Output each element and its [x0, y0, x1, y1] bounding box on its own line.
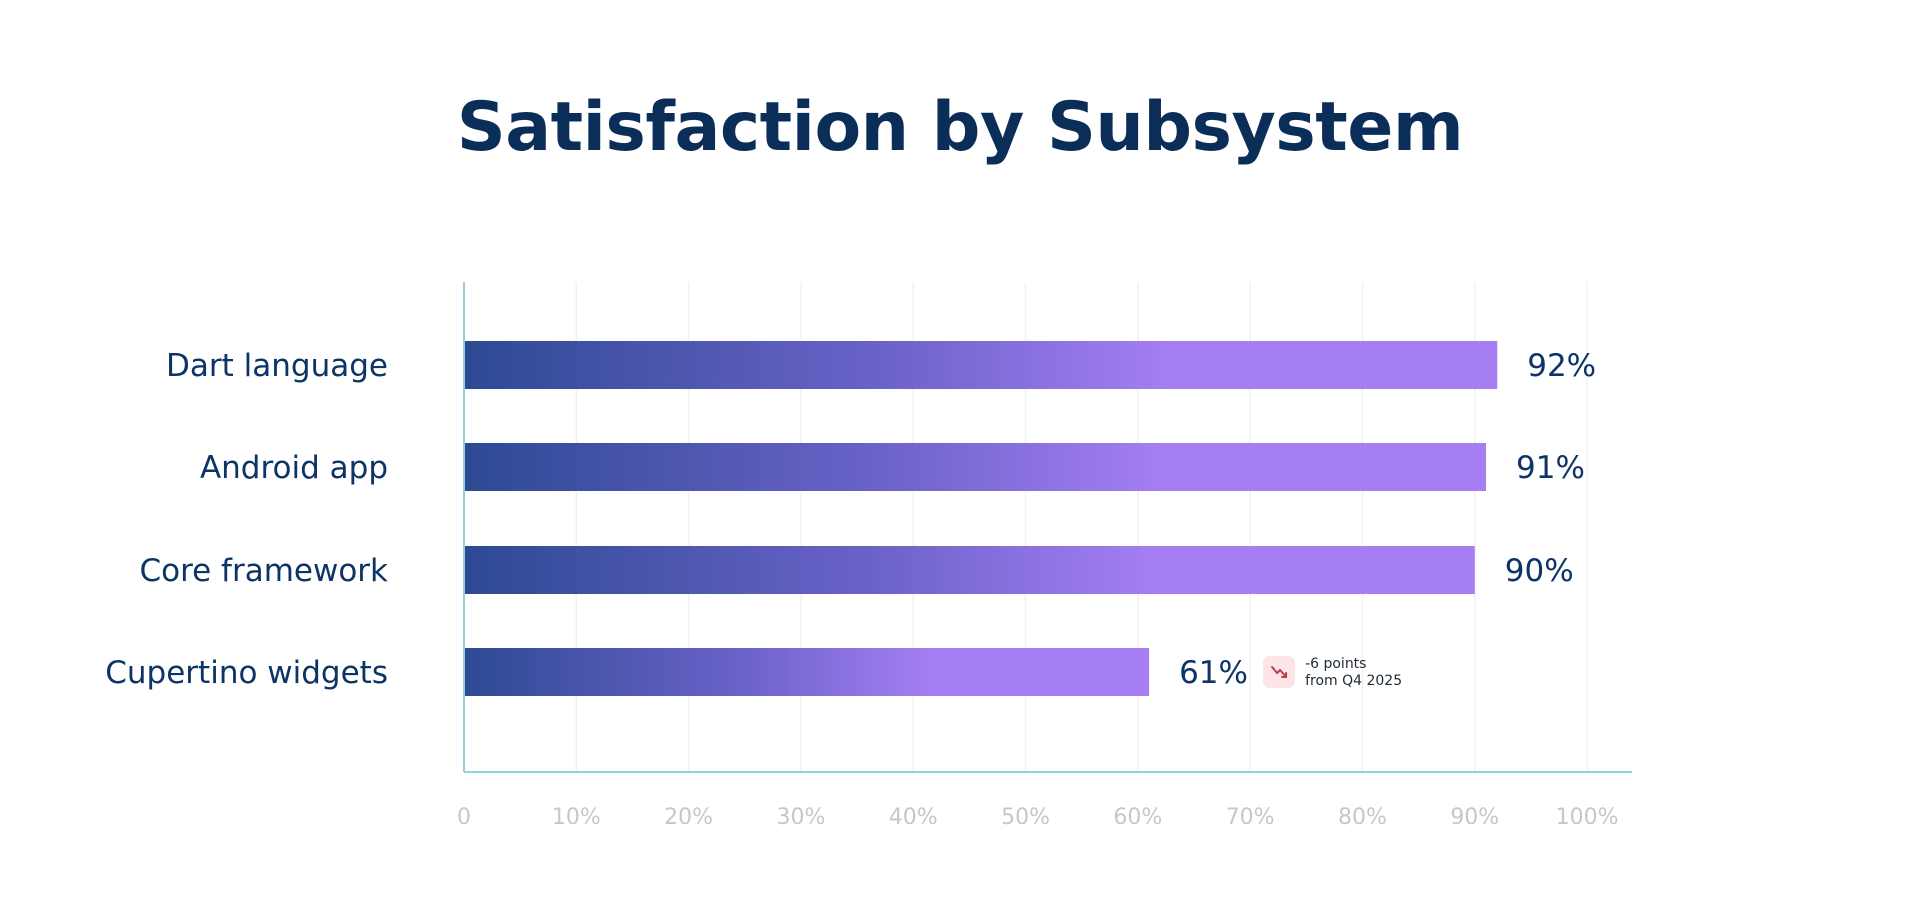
x-tick-label: 20% — [664, 805, 713, 830]
value-label: 92% — [1527, 348, 1596, 384]
value-label: 91% — [1516, 450, 1585, 486]
value-label: 61% — [1179, 655, 1248, 691]
x-tick-label: 10% — [552, 805, 601, 830]
bar — [464, 341, 1498, 389]
category-label: Dart language — [166, 348, 388, 384]
x-tick-label: 90% — [1450, 805, 1499, 830]
category-label: Core framework — [139, 553, 388, 589]
category-label: Android app — [200, 450, 388, 486]
bar — [464, 546, 1475, 594]
x-tick-label: 70% — [1226, 805, 1275, 830]
chart-title: Satisfaction by Subsystem — [456, 88, 1464, 167]
bar — [464, 443, 1486, 491]
trend-down-icon — [1263, 656, 1296, 688]
x-tick-label: 40% — [889, 805, 938, 830]
x-tick-label: 60% — [1113, 805, 1162, 830]
x-tick-label: 50% — [1001, 805, 1050, 830]
x-tick-label: 30% — [776, 805, 825, 830]
labels: Dart language Android app Core framework Cu… — [105, 348, 1618, 830]
annotation-text: -6 points — [1305, 656, 1366, 672]
x-tick-label: 100% — [1556, 805, 1619, 830]
bar — [464, 648, 1150, 696]
axes — [463, 282, 1632, 773]
annotation-text: from Q4 2025 — [1305, 673, 1402, 689]
category-label: Cupertino widgets — [105, 655, 388, 691]
value-label: 90% — [1505, 553, 1574, 589]
x-tick-label: 0 — [457, 805, 471, 830]
bars — [464, 341, 1498, 696]
x-tick-label: 80% — [1338, 805, 1387, 830]
